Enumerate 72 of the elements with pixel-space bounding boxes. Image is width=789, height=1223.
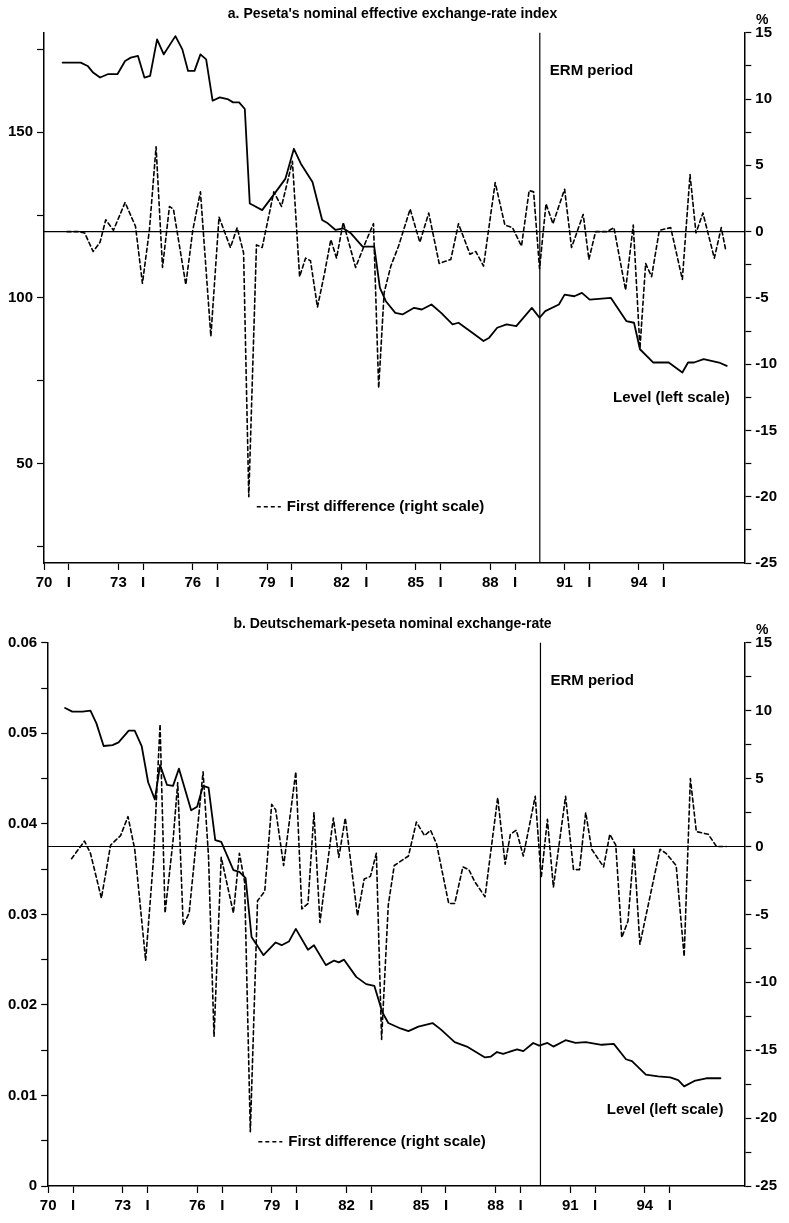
y2-tick-label: 10 xyxy=(755,700,773,718)
x-tick-label: 82 xyxy=(333,573,350,591)
y2-tick-label: 5 xyxy=(755,768,764,786)
x-tick-label: 88 xyxy=(487,1196,505,1214)
x-tick-label: 76 xyxy=(184,573,202,591)
y2-tick-label: 10 xyxy=(755,89,773,107)
y-tick-label: 100 xyxy=(8,288,34,306)
x-tick-label: 94 xyxy=(630,573,648,591)
y2-tick-label: 5 xyxy=(755,155,764,173)
x-tick-label: 91 xyxy=(561,1196,579,1214)
x-tick-label: I xyxy=(593,1196,598,1214)
x-tick-label: I xyxy=(667,1196,672,1214)
legend-label: First difference (right scale) xyxy=(286,496,485,514)
y2-tick-label: 0 xyxy=(755,221,764,239)
y-tick-label: 0.01 xyxy=(7,1085,38,1103)
x-tick-label: I xyxy=(141,573,146,591)
y2-tick-label: -15 xyxy=(755,420,778,438)
y2-tick-label: -10 xyxy=(755,354,778,372)
series-label: Level (left scale) xyxy=(613,387,730,405)
chart-title: a. Peseta's nominal effective exchange-rate index xyxy=(227,5,558,22)
x-tick-label: I xyxy=(364,573,369,591)
ref-line-label: ERM period xyxy=(550,670,634,688)
x-tick-label: I xyxy=(369,1196,374,1214)
x-tick-label: I xyxy=(443,1196,449,1214)
ref-line-label: ERM period xyxy=(549,60,634,78)
x-tick-label: 94 xyxy=(636,1196,654,1214)
y2-tick-label: -10 xyxy=(755,972,778,990)
x-tick-label: 79 xyxy=(263,1196,281,1214)
y2-axis-title: % xyxy=(756,10,770,27)
y2-tick-label: -20 xyxy=(755,486,778,504)
x-tick-label: 70 xyxy=(39,1196,57,1214)
y-tick-label: 50 xyxy=(16,453,34,471)
x-tick-label: 88 xyxy=(481,573,499,591)
x-tick-label: I xyxy=(220,1196,225,1214)
x-tick-label: I xyxy=(438,573,443,591)
x-tick-label: I xyxy=(145,1196,150,1214)
y2-tick-label: -20 xyxy=(755,1108,778,1126)
x-tick-label: 73 xyxy=(114,1196,132,1214)
x-tick-label: I xyxy=(70,1196,76,1214)
x-tick-label: I xyxy=(587,573,592,591)
y2-tick-label: 0 xyxy=(755,836,764,854)
x-tick-label: 85 xyxy=(412,1196,430,1214)
y2-tick-label: -5 xyxy=(755,288,769,306)
y-tick-label: 0.02 xyxy=(7,995,38,1013)
x-tick-label: 73 xyxy=(110,573,127,591)
x-tick-label: I xyxy=(518,1196,523,1214)
x-tick-label: 70 xyxy=(35,573,53,591)
y-tick-label: 150 xyxy=(8,122,34,140)
x-tick-label: I xyxy=(294,1196,299,1214)
x-tick-label: 91 xyxy=(556,573,573,591)
x-tick-label: I xyxy=(512,573,518,591)
y-tick-label: 0.05 xyxy=(7,723,38,741)
y-tick-label: 0.03 xyxy=(7,904,38,922)
y2-axis-title: % xyxy=(756,620,770,637)
x-tick-label: I xyxy=(289,573,294,591)
y2-tick-label: -25 xyxy=(755,553,778,571)
chart-title: b. Deutschemark-peseta nominal exchange-rate xyxy=(233,615,552,632)
x-tick-label: 82 xyxy=(338,1196,355,1214)
x-tick-label: 85 xyxy=(407,573,425,591)
y2-tick-label: -25 xyxy=(755,1176,778,1194)
y-tick-label: 0.04 xyxy=(7,814,38,832)
x-tick-label: 79 xyxy=(258,573,276,591)
y2-tick-label: -5 xyxy=(755,904,769,922)
x-tick-label: I xyxy=(66,573,71,591)
x-tick-label: I xyxy=(215,573,220,591)
legend-label: First difference (right scale) xyxy=(288,1131,486,1149)
y-tick-label: 0 xyxy=(28,1176,38,1194)
series-label: Level (left scale) xyxy=(606,1100,724,1118)
x-tick-label: I xyxy=(661,573,666,591)
y-tick-label: 0.06 xyxy=(7,632,38,650)
x-tick-label: 76 xyxy=(189,1196,206,1214)
y2-tick-label: -15 xyxy=(755,1040,778,1058)
